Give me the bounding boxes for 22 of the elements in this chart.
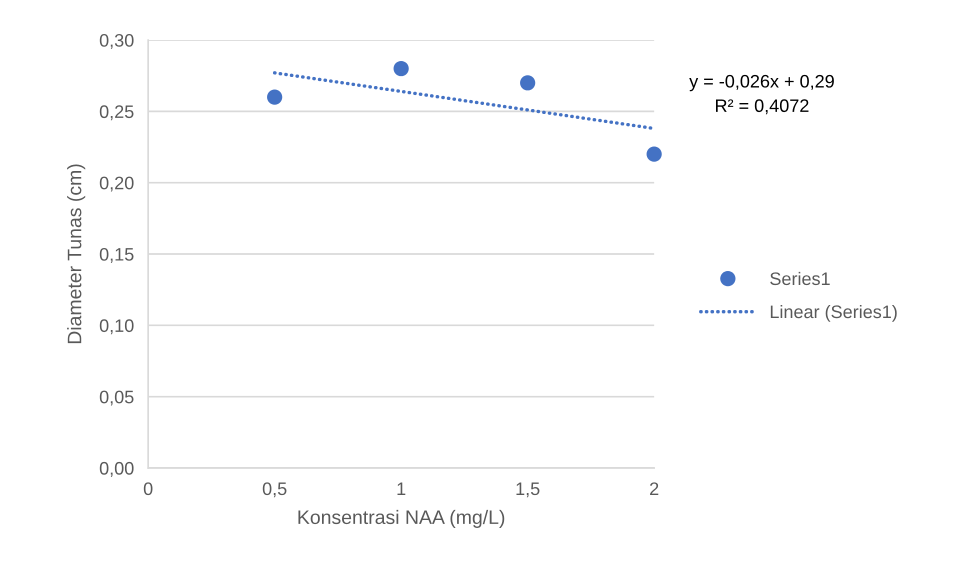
y-tick-label: 0,30 xyxy=(100,34,134,49)
point xyxy=(646,146,662,162)
y-tick-label: 0,10 xyxy=(100,319,134,334)
y-axis-title: Diameter Tunas (cm) xyxy=(67,164,86,344)
text: y = -0,026x + 0,29 xyxy=(689,74,834,92)
point xyxy=(394,60,409,76)
x-tick-label: 1,5 xyxy=(516,482,540,498)
legend-label: Linear (Series1) xyxy=(770,304,897,322)
x-tick-label: 1 xyxy=(398,482,406,495)
y-tick-label: 0,00 xyxy=(100,462,134,477)
y-tick-label: 0,25 xyxy=(100,105,134,120)
point xyxy=(267,89,282,105)
y-tick-label: 0,20 xyxy=(100,176,134,192)
y-tick-label: 0,15 xyxy=(100,248,134,263)
x-tick-label: 0 xyxy=(144,482,152,496)
point xyxy=(520,75,536,90)
y-tick-label: 0,05 xyxy=(100,390,134,406)
x-axis-title: Konsentrasi NAA (mg/L) xyxy=(298,510,504,528)
text: R² = 0,4072 xyxy=(716,99,808,114)
x-tick-label: 2 xyxy=(650,482,658,495)
x-tick-label: 0,5 xyxy=(262,482,286,498)
legend-label: Series1 xyxy=(770,272,830,286)
